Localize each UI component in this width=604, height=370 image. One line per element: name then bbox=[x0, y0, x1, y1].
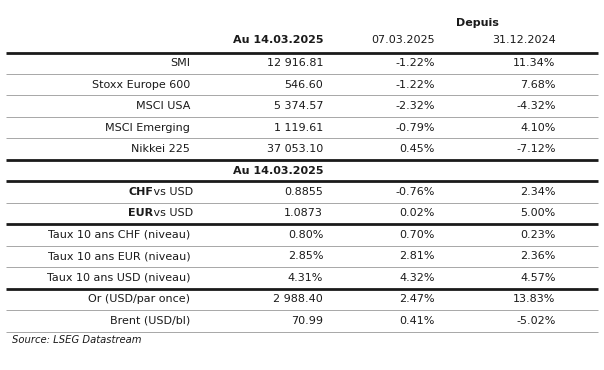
Text: 2.47%: 2.47% bbox=[399, 294, 435, 305]
Text: 0.70%: 0.70% bbox=[399, 230, 435, 240]
Text: vs USD: vs USD bbox=[150, 208, 193, 219]
Text: MSCI USA: MSCI USA bbox=[136, 101, 190, 111]
Text: 12 916.81: 12 916.81 bbox=[266, 58, 323, 68]
Text: 2.81%: 2.81% bbox=[399, 251, 435, 262]
Text: Source: LSEG Datastream: Source: LSEG Datastream bbox=[12, 335, 141, 345]
Text: EUR: EUR bbox=[128, 208, 153, 219]
Text: 4.10%: 4.10% bbox=[520, 122, 556, 133]
Text: Brent (USD/bl): Brent (USD/bl) bbox=[110, 316, 190, 326]
Text: Au 14.03.2025: Au 14.03.2025 bbox=[233, 34, 323, 45]
Text: -7.12%: -7.12% bbox=[516, 144, 556, 154]
Text: 2.34%: 2.34% bbox=[520, 187, 556, 197]
Text: -1.22%: -1.22% bbox=[396, 80, 435, 90]
Text: Au 14.03.2025: Au 14.03.2025 bbox=[233, 165, 323, 176]
Text: 0.80%: 0.80% bbox=[288, 230, 323, 240]
Text: -0.76%: -0.76% bbox=[396, 187, 435, 197]
Text: MSCI Emerging: MSCI Emerging bbox=[105, 122, 190, 133]
Text: 4.32%: 4.32% bbox=[399, 273, 435, 283]
Text: 0.02%: 0.02% bbox=[399, 208, 435, 219]
Text: Stoxx Europe 600: Stoxx Europe 600 bbox=[92, 80, 190, 90]
Text: 31.12.2024: 31.12.2024 bbox=[492, 34, 556, 45]
Text: 4.31%: 4.31% bbox=[288, 273, 323, 283]
Text: CHF: CHF bbox=[128, 187, 153, 197]
Text: 2.36%: 2.36% bbox=[520, 251, 556, 262]
Text: 0.8855: 0.8855 bbox=[284, 187, 323, 197]
Text: 546.60: 546.60 bbox=[284, 80, 323, 90]
Text: 11.34%: 11.34% bbox=[513, 58, 556, 68]
Text: 07.03.2025: 07.03.2025 bbox=[371, 34, 435, 45]
Text: 2 988.40: 2 988.40 bbox=[274, 294, 323, 305]
Text: -5.02%: -5.02% bbox=[516, 316, 556, 326]
Text: 2.85%: 2.85% bbox=[288, 251, 323, 262]
Text: 70.99: 70.99 bbox=[291, 316, 323, 326]
Text: 13.83%: 13.83% bbox=[513, 294, 556, 305]
Text: 0.23%: 0.23% bbox=[520, 230, 556, 240]
Text: 0.45%: 0.45% bbox=[399, 144, 435, 154]
Text: 7.68%: 7.68% bbox=[520, 80, 556, 90]
Text: 37 053.10: 37 053.10 bbox=[267, 144, 323, 154]
Text: 0.41%: 0.41% bbox=[399, 316, 435, 326]
Text: Taux 10 ans USD (niveau): Taux 10 ans USD (niveau) bbox=[47, 273, 190, 283]
Text: 5 374.57: 5 374.57 bbox=[274, 101, 323, 111]
Text: -2.32%: -2.32% bbox=[396, 101, 435, 111]
Text: Or (USD/par once): Or (USD/par once) bbox=[88, 294, 190, 305]
Text: Nikkei 225: Nikkei 225 bbox=[132, 144, 190, 154]
Text: -4.32%: -4.32% bbox=[516, 101, 556, 111]
Text: 5.00%: 5.00% bbox=[521, 208, 556, 219]
Text: Taux 10 ans CHF (niveau): Taux 10 ans CHF (niveau) bbox=[48, 230, 190, 240]
Text: -0.79%: -0.79% bbox=[396, 122, 435, 133]
Text: Taux 10 ans EUR (niveau): Taux 10 ans EUR (niveau) bbox=[48, 251, 190, 262]
Text: -1.22%: -1.22% bbox=[396, 58, 435, 68]
Text: 1.0873: 1.0873 bbox=[284, 208, 323, 219]
Text: Depuis: Depuis bbox=[456, 18, 498, 28]
Text: 4.57%: 4.57% bbox=[520, 273, 556, 283]
Text: 1 119.61: 1 119.61 bbox=[274, 122, 323, 133]
Text: SMI: SMI bbox=[170, 58, 190, 68]
Text: vs USD: vs USD bbox=[150, 187, 193, 197]
